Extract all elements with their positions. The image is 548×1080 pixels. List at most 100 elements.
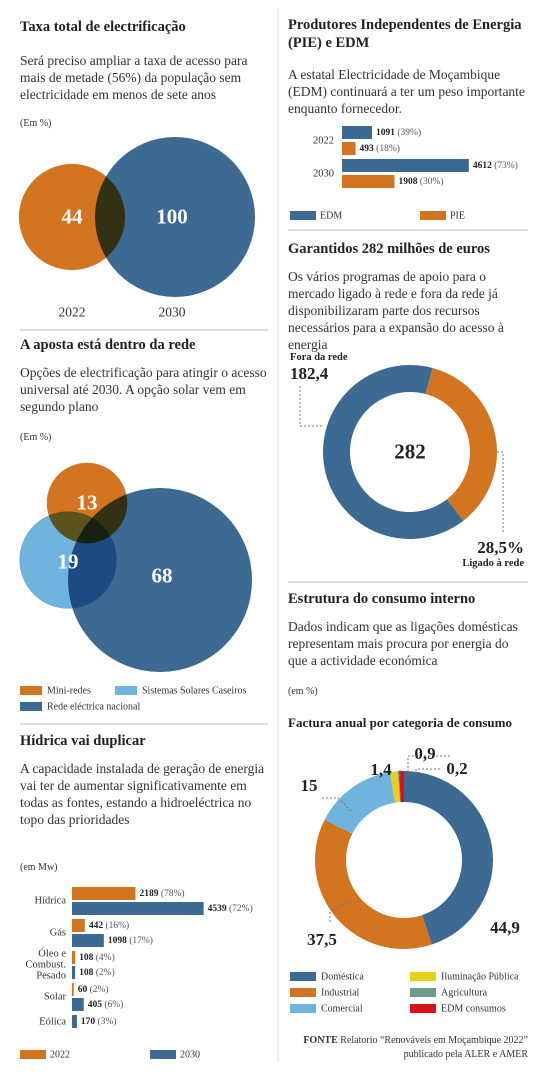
value-label: 100	[156, 204, 188, 229]
value-label: 2189 (78%)	[139, 889, 184, 899]
chart-subtitle: Será preciso ampliar a taxa de acesso pa…	[20, 53, 248, 102]
share: (2%)	[95, 967, 115, 978]
value-label: 442 (16%)	[89, 921, 129, 931]
value-label: 1098 (17%)	[108, 936, 153, 946]
venn-circle	[67, 487, 253, 673]
value-label: 170 (3%)	[81, 1017, 117, 1027]
chart-title: A aposta está dentro da rede	[20, 337, 196, 353]
category-label: Ligado à rede	[462, 558, 524, 569]
unit-label: (em %)	[288, 686, 318, 697]
share: (2%)	[89, 984, 109, 995]
legend-swatch	[115, 686, 137, 695]
legend-swatch	[290, 988, 316, 997]
value: 4539	[207, 903, 227, 914]
donut-segment	[390, 771, 400, 803]
leader-line	[299, 386, 324, 427]
chart-subtitle: Dados indicam que as ligações domésticas…	[288, 619, 518, 668]
leader-line	[497, 451, 504, 534]
category-label: Gás	[49, 927, 66, 939]
source-note: FONTE Relatorio “Renováveis em Moçambiqu…	[298, 1034, 528, 1062]
value: 1098	[107, 935, 127, 946]
bar	[342, 126, 373, 139]
legend-swatch	[420, 211, 446, 220]
value: 108	[79, 967, 94, 978]
source-label: FONTE	[303, 1035, 338, 1046]
unit-label: (em Mw)	[20, 862, 58, 873]
donut-segment	[398, 771, 404, 803]
value-label: 19	[57, 549, 79, 574]
chart-subtitle: Os vários programas de apoio para o merc…	[288, 269, 504, 352]
value-label: 28,5%	[477, 538, 524, 557]
chart-subtitle: A estatal Electricidade de Moçambique (E…	[288, 67, 525, 116]
category-label: 2030	[313, 168, 334, 179]
donut-segment	[425, 367, 498, 521]
leader-line	[329, 899, 353, 922]
share: (4%)	[95, 952, 115, 963]
share: (39%)	[397, 127, 422, 138]
chart-subtitle: Opções de electrificação para atingir o …	[20, 365, 267, 414]
legend-swatch	[150, 1050, 176, 1059]
category-label: Óleo e Combust. Pesado	[25, 948, 66, 982]
legend-label: Agricultura	[441, 987, 488, 999]
chart-title: Taxa total de electrificação	[20, 19, 186, 35]
value-label: 0,2	[446, 759, 468, 778]
value: 108	[79, 952, 94, 963]
value-label: 182,4	[290, 364, 329, 383]
value: 1908	[398, 176, 418, 187]
legend-label: 2030	[180, 1049, 200, 1061]
donut-segment	[324, 772, 395, 834]
bar	[72, 998, 84, 1011]
share: (3%)	[97, 1016, 117, 1027]
category-label: 2022	[313, 135, 334, 146]
chart-subtitle: A capacidade instalada de geração de ene…	[20, 761, 265, 827]
donut-segment	[314, 819, 432, 950]
bar	[72, 1015, 77, 1028]
legend-swatch	[290, 972, 316, 981]
legend-swatch	[410, 988, 436, 997]
value-label: 60 (2%)	[78, 985, 109, 995]
value-label: 13	[76, 490, 98, 515]
legend-label: Industrial	[321, 987, 360, 999]
value-label: 108 (4%)	[79, 953, 115, 963]
bar	[72, 983, 74, 996]
bar	[72, 934, 104, 947]
value: 2189	[139, 888, 159, 899]
value-label: 4612 (73%)	[473, 161, 518, 171]
category-label: Hídrica	[34, 895, 67, 907]
legend-label: Comercial	[321, 1003, 363, 1015]
chart-title: Hídrica vai duplicar	[20, 733, 146, 749]
legend-label: Doméstica	[321, 971, 364, 983]
chart-subtitle: Factura anual por categoria de consumo	[288, 715, 512, 730]
legend-swatch	[290, 1004, 316, 1013]
value: 170	[80, 1016, 96, 1027]
chart-title: Garantidos 282 milhões de euros	[288, 241, 490, 257]
legend-label: PIE	[450, 210, 465, 222]
value-label: 1,4	[370, 760, 392, 779]
legend-label: EDM consumos	[441, 1003, 506, 1015]
total-label: 282	[394, 439, 426, 464]
value-label: 15	[300, 776, 318, 795]
bar	[342, 175, 395, 188]
category-label: Eólica	[39, 1016, 66, 1027]
leader-line	[407, 755, 450, 776]
bar	[72, 951, 76, 964]
value-label: 0,9	[414, 744, 436, 763]
legend-swatch	[20, 1050, 46, 1059]
share: (72%)	[229, 903, 253, 914]
value: 1091	[376, 127, 395, 138]
legend-label: Sistemas Solares Caseiros	[142, 685, 247, 697]
legend-label: EDM	[320, 210, 343, 222]
value: 4612	[472, 160, 492, 171]
value-label: 44	[61, 204, 83, 229]
bar	[72, 902, 204, 915]
legend-swatch	[290, 211, 316, 220]
legend-swatch	[410, 1004, 436, 1013]
source-text: Relatorio “Renováveis em Moçambique 2022…	[340, 1035, 528, 1060]
value-label: 4539 (72%)	[208, 904, 253, 914]
value-label: 1908 (30%)	[398, 177, 443, 187]
chart-title: Estrutura do consumo interno	[288, 591, 476, 607]
value: 60	[77, 984, 88, 995]
share: (18%)	[376, 143, 400, 154]
bar	[342, 159, 469, 172]
